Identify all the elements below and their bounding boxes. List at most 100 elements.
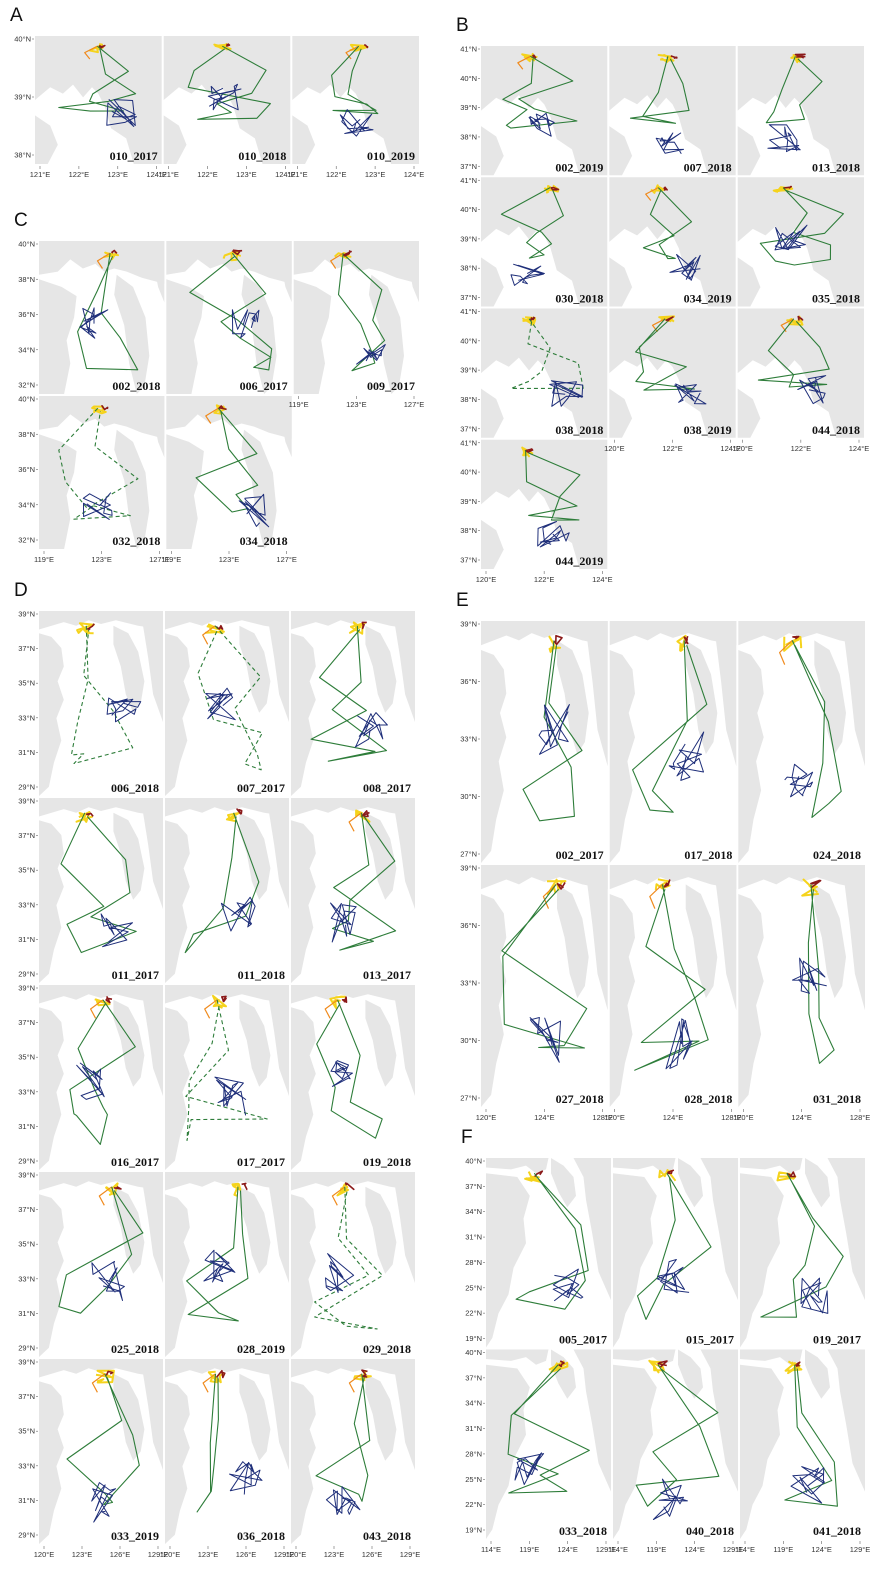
x-tick-label: 114°E	[735, 1545, 755, 1554]
x-tick-label: 129°E	[723, 1545, 744, 1554]
map-title: 009_2017	[367, 379, 415, 393]
y-tick-label: 37°N	[18, 1018, 35, 1027]
y-tick-label: 39°N	[460, 234, 477, 243]
map-028_2018: 028_2018	[609, 865, 737, 1107]
map-title: 031_2018	[813, 1092, 861, 1106]
x-tick-label: 127°E	[404, 400, 425, 409]
x-tick-label: 119°E	[519, 1545, 539, 1554]
x-tick-label: 124°E	[791, 1113, 812, 1122]
panel-letter: E	[456, 590, 469, 611]
y-tick-label: 33°N	[18, 1461, 35, 1470]
x-tick-label: 119°E	[646, 1545, 666, 1554]
y-tick-label: 38°N	[460, 132, 477, 141]
map-title: 029_2018	[363, 1342, 411, 1356]
y-tick-label: 40°N	[460, 74, 477, 83]
map-title: 038_2019	[684, 423, 732, 437]
y-tick-label: 41°N	[460, 176, 477, 185]
y-tick-label: 39°N	[18, 984, 35, 993]
y-tick-label: 33°N	[18, 900, 35, 909]
y-tick-label: 29°N	[18, 1344, 35, 1353]
map-title: 044_2019	[555, 554, 603, 568]
map-title: 041_2018	[813, 1524, 861, 1538]
map-006_2017: 006_2017	[166, 241, 292, 394]
x-tick-label: 128°E	[850, 1113, 871, 1122]
map-002_2019: 002_2019	[481, 46, 608, 176]
panel-c: C 40°N 38°N 36°N 34°N 32°N 40°N 38°N 36°N 34°N 32°…	[14, 210, 424, 564]
y-tick-label: 38°N	[14, 151, 31, 160]
panel-letter: F	[461, 1127, 473, 1148]
y-tick-label: 30°N	[460, 1036, 477, 1045]
map-title: 013_2018	[812, 160, 860, 174]
x-tick-label: 119°E	[773, 1545, 793, 1554]
x-tick-label: 120°E	[476, 575, 497, 584]
y-tick-label: 35°N	[18, 679, 35, 688]
map-title: 008_2017	[363, 781, 411, 795]
y-tick-label: 37°N	[18, 644, 35, 653]
y-tick-label: 27°N	[460, 1094, 477, 1103]
x-tick-label: 124°E	[663, 1113, 684, 1122]
map-005_2017: 005_2017	[486, 1158, 611, 1348]
y-tick-label: 28°N	[465, 1449, 482, 1458]
y-tick-label: 39°N	[460, 864, 477, 873]
map-044_2019: 044_2019	[481, 439, 608, 569]
map-017_2017: 017_2017	[165, 985, 289, 1170]
y-tick-label: 40°N	[465, 1157, 482, 1166]
map-title: 028_2019	[237, 1342, 285, 1356]
y-tick-label: 37°N	[18, 1392, 35, 1401]
map-036_2018: 036_2018	[165, 1359, 289, 1544]
x-tick-label: 124°E	[811, 1545, 832, 1554]
map-title: 005_2017	[559, 1333, 607, 1347]
x-tick-label: 123°E	[108, 170, 129, 179]
map-030_2018: 030_2018	[481, 177, 608, 307]
y-tick-label: 29°N	[18, 1157, 35, 1166]
y-tick-label: 33°N	[18, 1087, 35, 1096]
panel-b: B 41°N 40°N 39°N 38°N 37°N 41°N 40°N 39°N 38°N 37°…	[456, 15, 869, 584]
x-tick-label: 123°E	[324, 1550, 345, 1559]
x-tick-label: 114°E	[608, 1545, 628, 1554]
map-025_2018: 025_2018	[39, 1172, 163, 1357]
map-015_2017: 015_2017	[613, 1158, 738, 1348]
y-tick-label: 36°N	[18, 310, 35, 319]
x-tick-label: 124°E	[557, 1545, 578, 1554]
x-tick-label: 124°E	[275, 170, 296, 179]
map-title: 010_2018	[238, 149, 286, 163]
panel-letter: B	[456, 15, 469, 36]
y-tick-label: 31°N	[18, 1496, 35, 1505]
map-title: 017_2017	[237, 1155, 285, 1169]
y-tick-label: 35°N	[18, 1427, 35, 1436]
y-tick-label: 40°N	[460, 336, 477, 345]
map-title: 019_2017	[813, 1333, 861, 1347]
map-033_2019: 033_2019	[39, 1359, 163, 1544]
y-tick-label: 25°N	[465, 1475, 482, 1484]
x-tick-label: 123°E	[72, 1550, 93, 1559]
x-tick-label: 122°E	[197, 170, 218, 179]
panel-e: E 39°N 36°N 33°N 30°N 27°N 39°N 36°N 33°N 30°N 27°…	[456, 590, 870, 1122]
y-tick-label: 37°N	[18, 831, 35, 840]
map-016_2017: 016_2017	[39, 985, 163, 1170]
x-tick-label: 124°E	[404, 170, 425, 179]
x-tick-label: 129°E	[850, 1545, 871, 1554]
x-tick-label: 124°E	[684, 1545, 705, 1554]
y-tick-label: 38°N	[460, 264, 477, 273]
y-tick-label: 31°N	[18, 935, 35, 944]
map-title: 033_2018	[559, 1524, 607, 1538]
y-tick-label: 33°N	[460, 735, 477, 744]
map-007_2018: 007_2018	[609, 46, 736, 176]
y-tick-label: 29°N	[18, 783, 35, 792]
map-019_2017: 019_2017	[740, 1158, 865, 1348]
x-tick-label: 123°E	[236, 170, 257, 179]
map-041_2018: 041_2018	[740, 1349, 865, 1539]
y-tick-label: 34°N	[18, 345, 35, 354]
x-tick-label: 120°E	[604, 444, 625, 453]
map-013_2017: 013_2017	[291, 798, 415, 983]
x-tick-label: 119°E	[289, 400, 309, 409]
map-007_2017: 007_2017	[165, 611, 289, 796]
map-title: 044_2018	[812, 423, 860, 437]
x-tick-label: 120°E	[604, 1113, 625, 1122]
y-tick-label: 33°N	[18, 713, 35, 722]
map-title: 019_2018	[363, 1155, 411, 1169]
y-tick-label: 37°N	[460, 162, 477, 171]
map-title: 002_2017	[556, 848, 604, 862]
y-tick-label: 27°N	[460, 850, 477, 859]
y-tick-label: 41°N	[460, 438, 477, 447]
